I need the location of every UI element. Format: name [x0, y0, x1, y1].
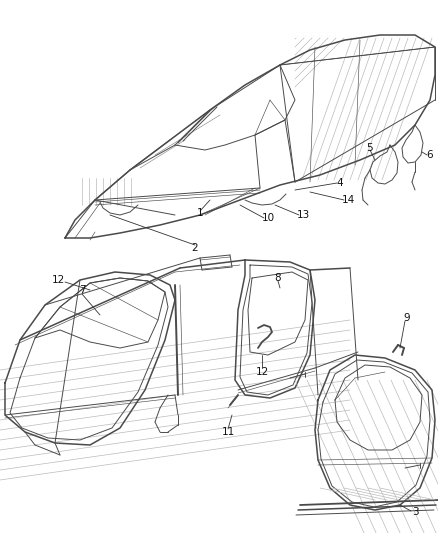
Text: 5: 5 [366, 143, 372, 153]
Text: 12: 12 [255, 367, 268, 377]
Text: 10: 10 [261, 213, 274, 223]
Text: 8: 8 [274, 273, 281, 283]
Text: 2: 2 [191, 243, 198, 253]
Text: 9: 9 [403, 313, 410, 323]
Text: 6: 6 [426, 150, 432, 160]
Text: 4: 4 [336, 178, 343, 188]
Text: 1: 1 [196, 208, 203, 218]
Text: 14: 14 [341, 195, 354, 205]
Text: 13: 13 [296, 210, 309, 220]
Text: 11: 11 [221, 427, 234, 437]
Text: 12: 12 [51, 275, 64, 285]
Text: 3: 3 [411, 507, 417, 517]
Text: 7: 7 [78, 285, 85, 295]
